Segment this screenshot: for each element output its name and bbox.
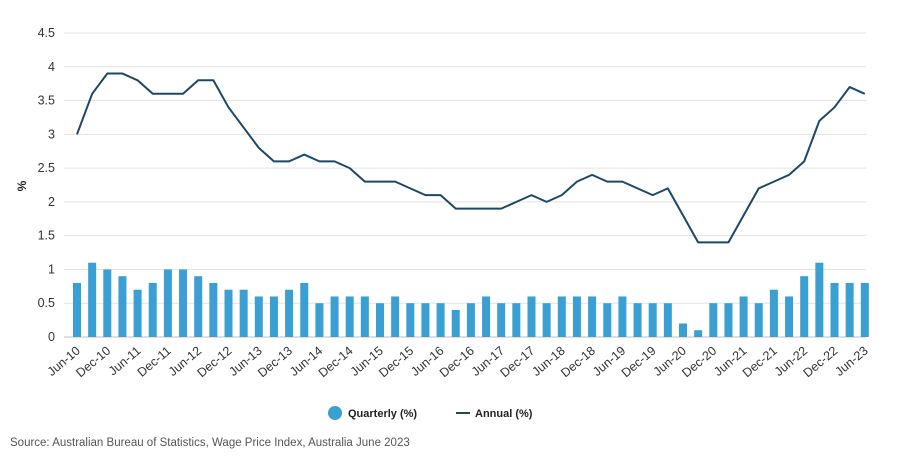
- y-tick-label: 1: [48, 262, 55, 276]
- bar-Jun-17: [497, 303, 506, 337]
- source-note: Source: Australian Bureau of Statistics,…: [10, 437, 410, 449]
- bar-Dec-22: [830, 282, 839, 337]
- y-tick-label: 0.5: [38, 296, 55, 310]
- bar-Mar-12: [179, 269, 188, 337]
- chart: 0 0.5 1 1.5 2 2.5 3 3.5 4 4.5 Jun-10Dec-10Jun-11D…: [15, 26, 871, 420]
- bar-Mar-23: [845, 282, 854, 337]
- x-tick-label: Jun-23: [832, 344, 870, 379]
- x-tick-label: Dec-22: [801, 344, 841, 381]
- bar-Sep-16: [451, 309, 460, 337]
- y-tick-label: 2: [48, 195, 55, 209]
- bar-Jun-18: [557, 296, 566, 337]
- bar-Mar-22: [785, 296, 794, 337]
- bar-Dec-18: [588, 296, 597, 337]
- y-tick-label: 4: [48, 60, 55, 74]
- bar-Sep-12: [209, 282, 218, 337]
- bar-Mar-19: [603, 303, 612, 337]
- bar-Jun-16: [436, 303, 445, 337]
- bar-Mar-18: [542, 303, 551, 337]
- bar-Dec-21: [769, 289, 778, 337]
- bar-Dec-15: [406, 303, 415, 337]
- bar-Jun-21: [739, 296, 748, 337]
- bar-Jun-14: [315, 303, 324, 337]
- x-tick-label: Dec-16: [437, 344, 477, 381]
- quarterly-bars: [73, 262, 869, 337]
- bar-Mar-20: [663, 303, 672, 337]
- x-tick-label: Dec-14: [316, 344, 356, 381]
- y-tick-label: 3.5: [38, 94, 55, 108]
- y-tick-label: 2.5: [38, 161, 55, 175]
- bar-Jun-12: [194, 276, 203, 337]
- bar-Sep-14: [330, 296, 339, 337]
- bar-Mar-15: [360, 296, 369, 337]
- legend-quarterly-label: Quarterly (%): [348, 408, 417, 420]
- bar-Jun-20: [679, 323, 687, 337]
- bar-Jun-23: [860, 282, 869, 337]
- bar-Sep-11: [148, 282, 157, 337]
- bar-Dec-16: [466, 303, 475, 337]
- y-tick-label: 1.5: [38, 229, 55, 243]
- legend-quarterly-swatch: [328, 406, 342, 420]
- bar-Jun-22: [800, 276, 809, 337]
- y-axis: 0 0.5 1 1.5 2 2.5 3 3.5 4 4.5: [38, 26, 55, 344]
- annual-line-series: [76, 72, 866, 244]
- x-tick-label: Dec-10: [73, 344, 113, 381]
- x-tick-label: Dec-15: [376, 344, 416, 381]
- bar-Dec-11: [163, 269, 172, 337]
- x-tick-label: Dec-13: [255, 344, 295, 381]
- x-tick-label: Dec-11: [135, 344, 174, 380]
- bar-Mar-11: [118, 276, 127, 337]
- bar-Sep-15: [391, 296, 400, 337]
- bar-Jun-19: [618, 296, 627, 337]
- x-tick-label: Dec-19: [619, 344, 659, 381]
- legend: Quarterly (%) Annual (%): [328, 406, 533, 420]
- bar-Jun-13: [254, 296, 263, 337]
- y-tick-label: 4.5: [38, 26, 55, 40]
- bar-Dec-17: [527, 296, 536, 337]
- bar-Sep-20: [694, 330, 703, 337]
- bar-Jun-11: [133, 289, 142, 337]
- bar-Mar-17: [482, 296, 491, 337]
- bar-Mar-14: [300, 282, 309, 337]
- bar-Sep-17: [512, 303, 521, 337]
- bar-Dec-10: [103, 269, 112, 337]
- bar-Jun-15: [376, 303, 384, 337]
- x-tick-label: Dec-18: [558, 344, 598, 381]
- x-tick-label: Dec-17: [498, 344, 538, 381]
- y-axis-title: %: [15, 180, 29, 191]
- y-tick-label: 3: [48, 127, 55, 141]
- x-axis: Jun-10Dec-10Jun-11Dec-11Jun-12Dec-12Jun-…: [45, 344, 871, 381]
- legend-annual-label: Annual (%): [475, 408, 533, 420]
- annual-line: [76, 72, 866, 244]
- bar-Sep-13: [269, 296, 278, 337]
- bar-Dec-14: [345, 296, 354, 337]
- bar-Mar-16: [421, 303, 430, 337]
- bar-Jun-10: [73, 282, 81, 337]
- bar-Dec-20: [709, 303, 718, 337]
- x-tick-label: Dec-20: [679, 344, 719, 381]
- bar-Sep-18: [572, 296, 581, 337]
- bar-Sep-10: [88, 262, 97, 337]
- x-tick-label: Dec-12: [195, 344, 235, 381]
- bar-Sep-21: [754, 303, 763, 337]
- x-tick-label: Dec-21: [740, 344, 780, 381]
- bar-Sep-22: [815, 262, 824, 337]
- bar-Dec-19: [648, 303, 657, 337]
- bar-Mar-21: [724, 303, 733, 337]
- bar-Sep-19: [633, 303, 642, 337]
- y-tick-label: 0: [48, 330, 55, 344]
- bar-Dec-12: [224, 289, 233, 337]
- bar-Mar-13: [239, 289, 248, 337]
- bar-Dec-13: [285, 289, 294, 337]
